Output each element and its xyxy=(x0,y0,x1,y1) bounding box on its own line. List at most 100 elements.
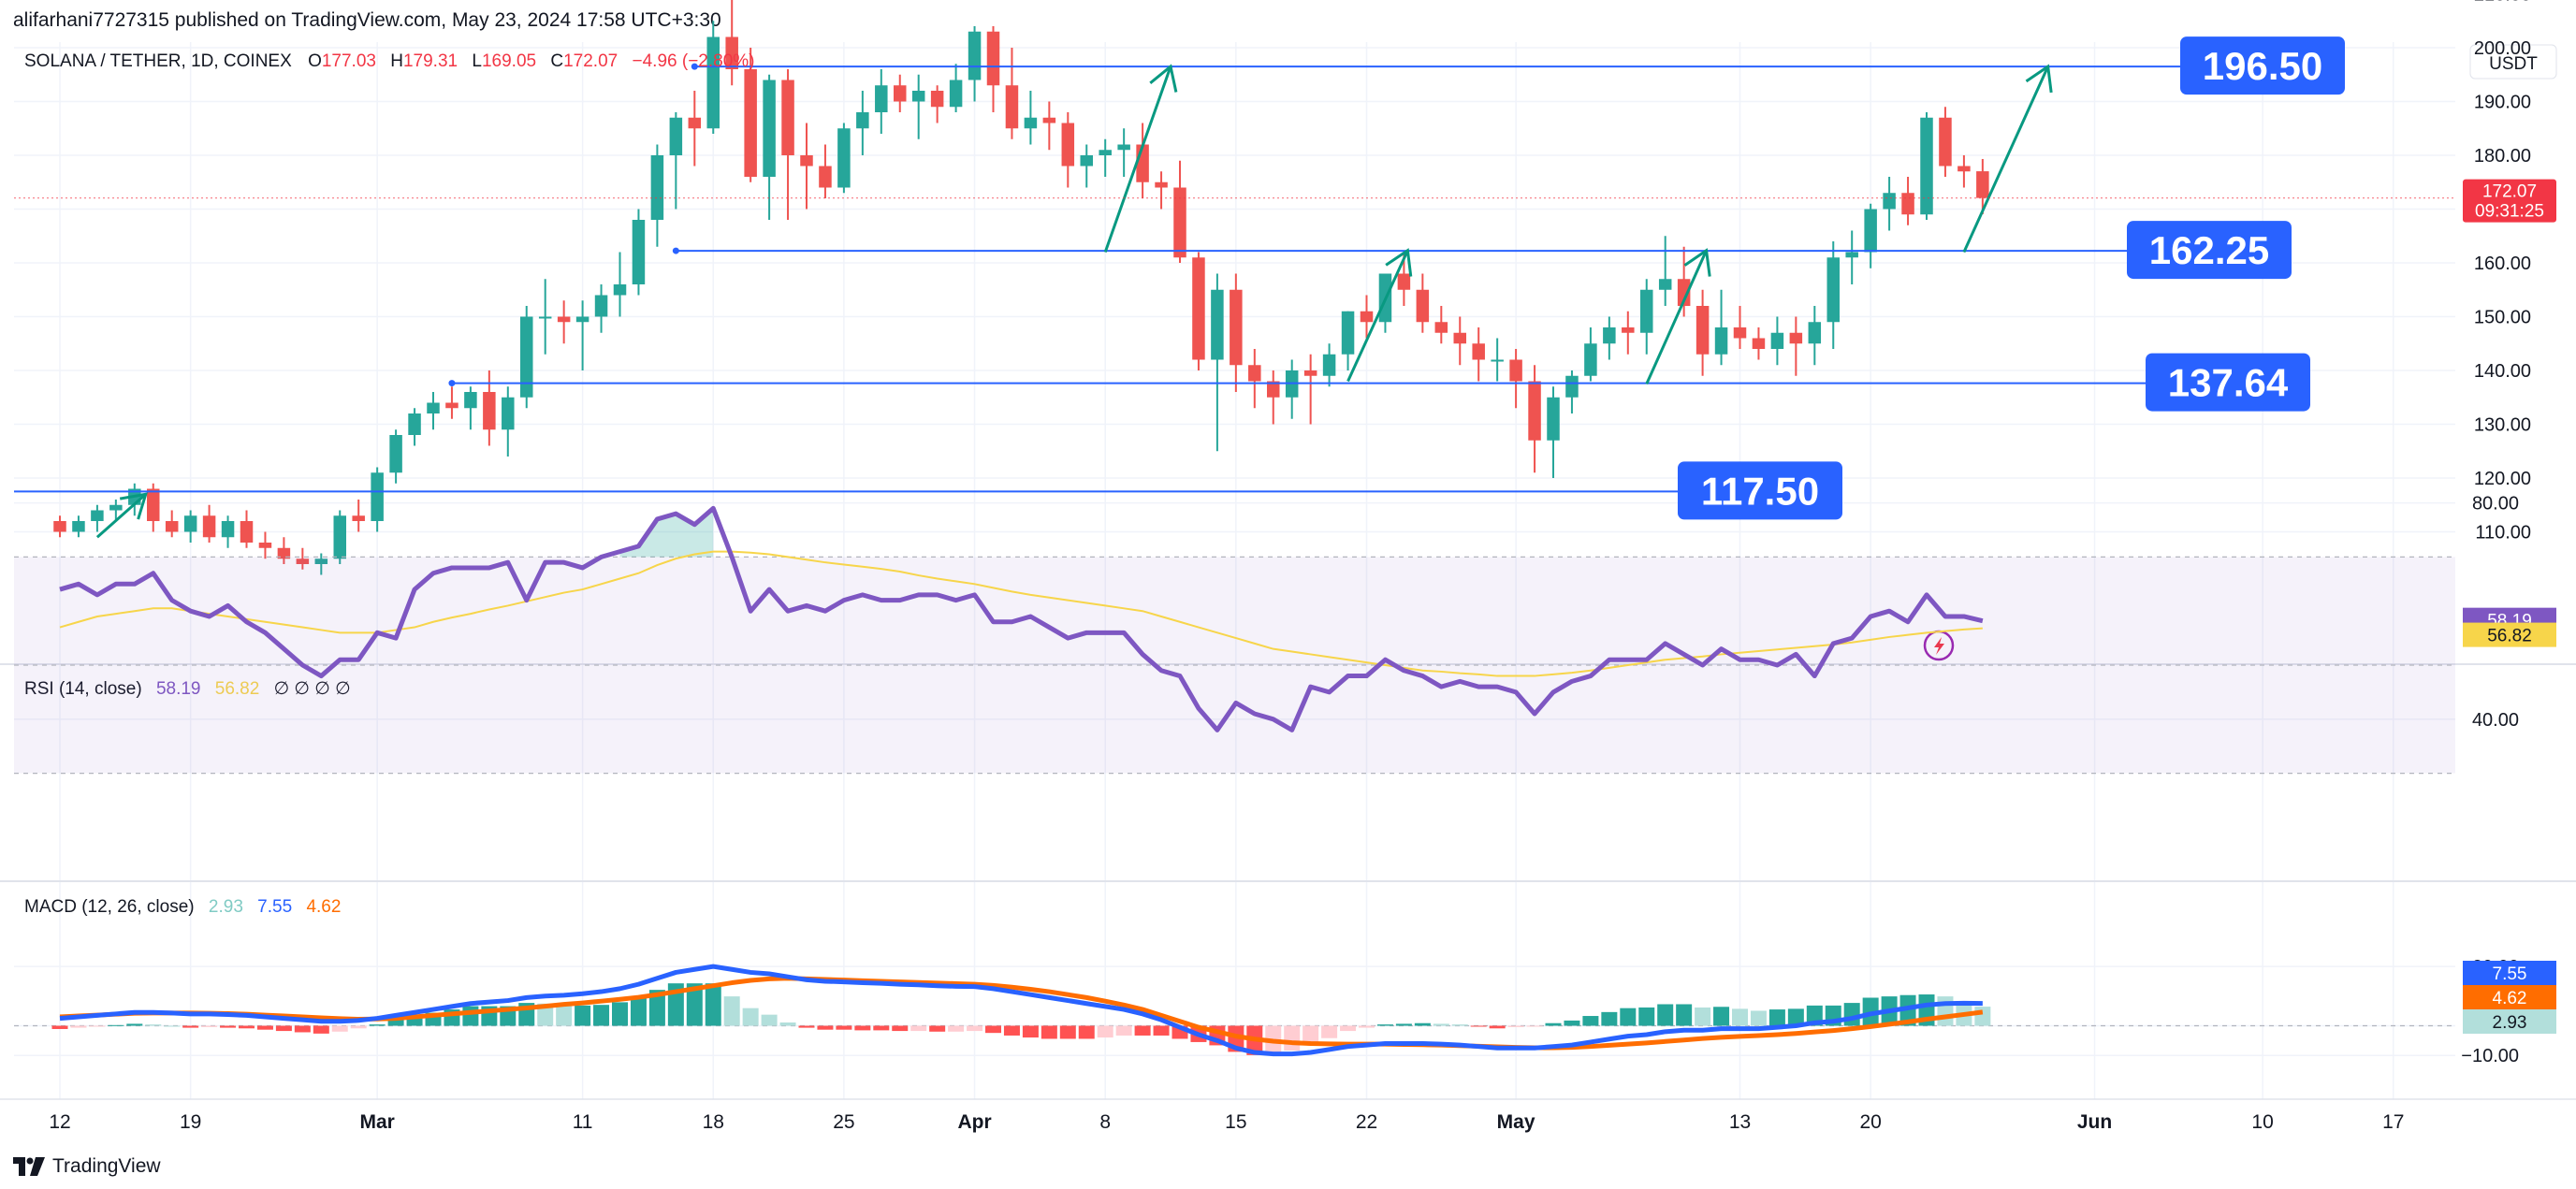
time-tick-label: 22 xyxy=(1356,1111,1377,1133)
macd-histogram-bar xyxy=(1414,1022,1431,1026)
macd-histogram-bar xyxy=(51,1025,68,1029)
macd-histogram-bar xyxy=(1507,1025,1524,1027)
candle-body xyxy=(986,31,1000,86)
macd-histogram-bar xyxy=(1545,1022,1562,1026)
candle-body xyxy=(594,295,608,317)
level-label-bg[interactable] xyxy=(2127,221,2292,280)
candle-body xyxy=(1547,397,1560,441)
candle-body xyxy=(1603,327,1616,344)
macd-histogram-bar xyxy=(275,1025,292,1032)
macd-histogram-bar xyxy=(1601,1011,1618,1026)
macd-histogram-bar xyxy=(331,1025,348,1032)
level-anchor[interactable] xyxy=(448,380,456,387)
candle-body xyxy=(1322,354,1336,376)
macd-histogram-bar xyxy=(1768,1009,1785,1026)
rsi-extras: ∅ ∅ ∅ ∅ xyxy=(274,679,351,699)
candle-body xyxy=(1192,257,1205,360)
macd-pane[interactable]: MACD (12, 26, close) 2.93 7.55 4.62 −10.… xyxy=(14,897,2556,1066)
macd-histogram-bar xyxy=(220,1025,237,1028)
time-tick-label: 13 xyxy=(1729,1111,1751,1133)
level-anchor[interactable] xyxy=(691,63,698,70)
candle-body xyxy=(800,155,813,167)
time-tick-label: 15 xyxy=(1225,1111,1246,1133)
candle-body xyxy=(314,558,328,564)
legend-rsi: RSI (14, close) 58.19 56.82 ∅ ∅ ∅ ∅ xyxy=(24,679,351,699)
candle-body xyxy=(1640,289,1653,333)
legend-high: 179.31 xyxy=(403,51,458,71)
rsi-title: RSI (14, close) xyxy=(24,679,142,699)
level-label-bg[interactable] xyxy=(1678,461,1842,520)
macd-histogram-bar xyxy=(164,1025,181,1027)
candle-body xyxy=(1230,289,1243,366)
candle-body xyxy=(333,515,346,559)
arrow-shaft xyxy=(1962,65,2050,254)
candle-body xyxy=(1826,257,1840,323)
macd-histogram-bar xyxy=(873,1025,890,1031)
candle-body xyxy=(183,515,197,532)
macd-signal-line xyxy=(59,976,1984,1051)
level-anchor[interactable] xyxy=(672,247,679,254)
candle-body xyxy=(165,521,179,532)
macd-histogram-bar xyxy=(779,1022,796,1026)
macd-histogram-bar xyxy=(1376,1024,1393,1026)
macd-tick-label: −10.00 xyxy=(2461,1046,2519,1066)
candle-body xyxy=(819,166,832,188)
arrow-shaft xyxy=(1103,65,1172,253)
macd-histogram-bar xyxy=(1321,1025,1338,1038)
candle-body xyxy=(352,515,365,521)
price-tick-label: 120.00 xyxy=(2474,469,2531,489)
macd-value: 7.55 xyxy=(257,897,292,917)
candle-body xyxy=(1770,332,1784,349)
candle-body xyxy=(1472,343,1485,360)
candles xyxy=(53,0,1989,575)
macd-histogram-bar xyxy=(1582,1016,1599,1026)
macd-value-tag xyxy=(2463,985,2556,1009)
time-axis[interactable]: 12 19 Mar 11 18 25 Apr 8 15 22 May 13 20 Jun 10 17 xyxy=(0,1098,2576,1133)
level-label: 196.50 xyxy=(2203,44,2322,88)
candle-body xyxy=(109,504,123,511)
macd-histogram-bar xyxy=(892,1025,909,1032)
candle-body xyxy=(837,128,851,188)
candle-body xyxy=(427,402,440,413)
candle-body xyxy=(1658,279,1672,290)
candle-body xyxy=(445,402,458,409)
macd-value-tag-label: 4.62 xyxy=(2493,989,2527,1008)
candle-body xyxy=(408,413,421,435)
last-price-tag-bg xyxy=(2463,179,2556,223)
macd-histogram-bar xyxy=(350,1025,367,1029)
level-label: 137.64 xyxy=(2168,361,2289,405)
currency-label: USDT xyxy=(2489,54,2538,74)
candle-body xyxy=(1416,289,1430,323)
svg-text:SOLANA / TETHER, 1D, COINEX: SOLANA / TETHER, 1D, COINEX O177.03 H179… xyxy=(24,51,755,71)
currency-box[interactable] xyxy=(2469,44,2557,80)
candle-body xyxy=(1677,279,1691,306)
candle-body xyxy=(1117,144,1130,151)
candle-body xyxy=(1211,289,1224,360)
candle-body xyxy=(1155,181,1168,188)
candle-body xyxy=(1976,171,1989,198)
level-label-bg[interactable] xyxy=(2180,36,2345,95)
price-axis[interactable]: 110.00120.00130.00140.00150.00160.00170.… xyxy=(2474,0,2531,544)
macd-histogram-bar xyxy=(1451,1024,1468,1026)
time-tick-label: 12 xyxy=(49,1111,70,1133)
rsi-pane[interactable]: RSI (14, close) 58.19 56.82 ∅ ∅ ∅ ∅ 40.0… xyxy=(14,494,2556,775)
legend-macd: MACD (12, 26, close) 2.93 7.55 4.62 xyxy=(24,897,341,917)
projection-arrows xyxy=(95,64,2053,539)
footer: TradingView xyxy=(13,1153,161,1181)
level-lines[interactable]: 196.50 162.25 137.64 117.50 xyxy=(14,36,2345,520)
candle-body xyxy=(1491,359,1504,362)
candle-body xyxy=(1024,117,1038,129)
time-tick-label: 11 xyxy=(573,1111,593,1133)
price-tick-label: 110.00 xyxy=(2475,523,2531,544)
macd-histogram-bar xyxy=(182,1025,199,1028)
level-label-bg[interactable] xyxy=(2146,353,2310,412)
candle-body xyxy=(1248,365,1261,382)
candle-body xyxy=(1864,209,1877,253)
macd-plot xyxy=(14,964,2455,1057)
macd-histogram-bar xyxy=(575,1005,591,1026)
macd-histogram-bar xyxy=(929,1025,946,1032)
candle-body xyxy=(1957,166,1971,172)
price-pane[interactable]: USDT 196.50 162.25 137.64 117.50 110.00 120.… xyxy=(14,0,2557,661)
